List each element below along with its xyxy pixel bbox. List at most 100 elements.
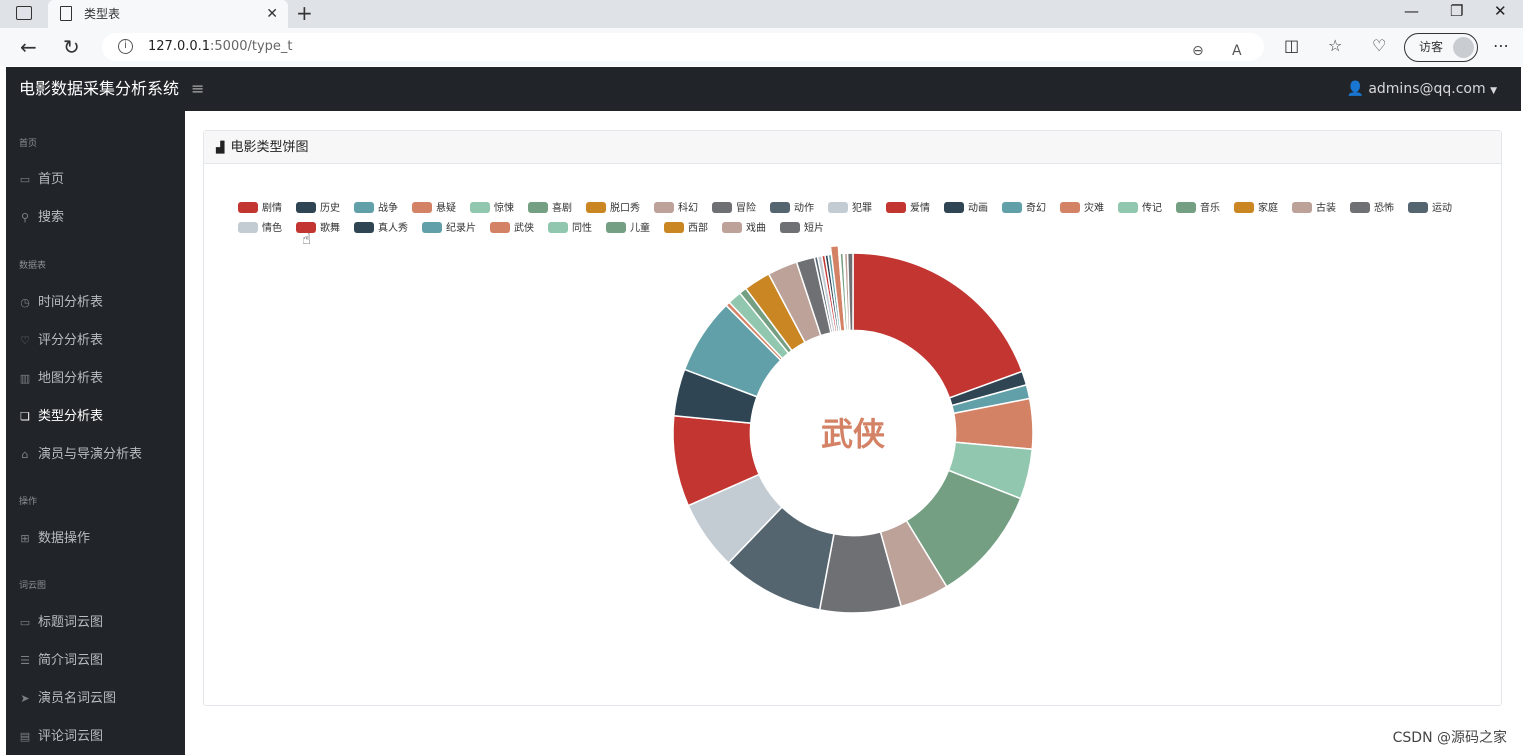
legend-item[interactable]: 家庭	[1234, 202, 1278, 216]
close-tab-icon[interactable]: ✕	[266, 6, 278, 22]
watermark: CSDN @源码之家	[1392, 730, 1507, 746]
legend-item[interactable]: 音乐	[1176, 202, 1220, 216]
sidebar-item-title-cloud[interactable]: ▭ 标题词云图	[18, 611, 103, 630]
info-icon[interactable]: i	[118, 39, 133, 54]
legend-item[interactable]: 悬疑	[412, 202, 456, 216]
sidebar-item-summary-cloud[interactable]: ☰ 简介词云图	[18, 649, 103, 668]
legend-item[interactable]: 纪录片	[422, 222, 476, 236]
legend-item[interactable]: 战争	[354, 202, 398, 216]
table-icon: ⊞	[20, 532, 30, 545]
sidebar-item-rating[interactable]: ♡ 评分分析表	[18, 329, 103, 348]
legend-item[interactable]: 情色	[238, 222, 282, 236]
legend-item[interactable]: 同性	[548, 222, 592, 236]
legend-swatch	[770, 202, 790, 213]
legend-item[interactable]: 恐怖	[1350, 202, 1394, 216]
brand-title[interactable]: 电影数据采集分析系统	[19, 79, 180, 98]
pie-slice[interactable]	[846, 252, 854, 332]
sidebar-item-comment-cloud[interactable]: ▤ 评论词云图	[18, 725, 103, 744]
browser-tab[interactable]: 类型表 ✕	[48, 0, 288, 28]
legend-label: 纪录片	[446, 223, 476, 234]
pie-slice[interactable]	[852, 252, 1024, 399]
legend-label: 短片	[804, 223, 824, 234]
legend-label: 同性	[572, 223, 592, 234]
sidebar-item-search[interactable]: ⚲ 搜索	[18, 206, 64, 225]
legend-item[interactable]: 动作	[770, 202, 814, 216]
legend-item[interactable]: 儿童	[606, 222, 650, 236]
sidebar-item-home[interactable]: ▭ 首页	[18, 168, 64, 187]
sidebar-item-time[interactable]: ◷ 时间分析表	[18, 291, 103, 310]
legend-swatch	[1408, 202, 1428, 213]
sidebar-item-label: 标题词云图	[38, 615, 104, 630]
legend-item[interactable]: 犯罪	[828, 202, 872, 216]
legend-label: 战争	[378, 203, 398, 214]
sidebar-item-label: 评论词云图	[38, 729, 104, 744]
legend-item[interactable]: 运动	[1408, 202, 1452, 216]
legend-item[interactable]: 历史	[296, 202, 340, 216]
url-field[interactable]: i 127.0.0.1:5000/type_t ⊖ A	[102, 33, 1264, 61]
legend-item[interactable]: 惊悚	[470, 202, 514, 216]
split-screen-icon[interactable]: ◫	[1284, 36, 1300, 55]
more-icon[interactable]: ⋯	[1493, 36, 1509, 55]
hand-cursor-icon: ☝	[302, 230, 312, 248]
restore-icon[interactable]: ❐	[1450, 2, 1464, 20]
legend-item[interactable]: 武侠	[490, 222, 534, 236]
legend-item[interactable]: 剧情	[238, 202, 282, 216]
legend-label: 传记	[1142, 203, 1162, 214]
legend-item[interactable]: 真人秀	[354, 222, 408, 236]
legend-label: 运动	[1432, 203, 1452, 214]
new-tab-icon[interactable]: +	[296, 1, 313, 25]
minimize-icon[interactable]: —	[1404, 2, 1419, 20]
legend-item[interactable]: 科幻	[654, 202, 698, 216]
legend-swatch	[828, 202, 848, 213]
legend-item[interactable]: 歌舞	[296, 222, 340, 236]
legend-item[interactable]: 戏曲	[722, 222, 766, 236]
window-close-icon[interactable]: ✕	[1494, 2, 1507, 20]
legend-item[interactable]: 西部	[664, 222, 708, 236]
refresh-icon[interactable]: ↻	[63, 35, 80, 59]
legend-label: 科幻	[678, 203, 698, 214]
legend-label: 戏曲	[746, 223, 766, 234]
sidebar-item-actor-director[interactable]: ⌂ 演员与导演分析表	[18, 443, 143, 462]
profile-button[interactable]: 访客	[1404, 33, 1478, 62]
favorites-icon[interactable]: ☆	[1328, 36, 1343, 55]
legend-label: 冒险	[736, 203, 756, 214]
menu-toggle-icon[interactable]: ≡	[191, 79, 205, 98]
sidebar-item-map[interactable]: ▥ 地图分析表	[18, 367, 103, 386]
legend-label: 剧情	[262, 203, 282, 214]
legend-swatch	[1118, 202, 1138, 213]
legend-label: 奇幻	[1026, 203, 1046, 214]
read-aloud-icon[interactable]: A	[1232, 43, 1242, 59]
legend-swatch	[412, 202, 432, 213]
legend-swatch	[548, 222, 568, 233]
tab-title: 类型表	[84, 7, 121, 21]
zoom-icon[interactable]: ⊖	[1192, 43, 1204, 59]
address-bar: ← ↻ i 127.0.0.1:5000/type_t ⊖ A ◫ ☆ ♡ 访客…	[0, 28, 1523, 66]
url-host: 127.0.0.1	[148, 39, 211, 54]
legend-item[interactable]: 喜剧	[528, 202, 572, 216]
sidebar-item-type[interactable]: ❏ 类型分析表	[18, 405, 103, 424]
legend-item[interactable]: 奇幻	[1002, 202, 1046, 216]
legend-label: 动作	[794, 203, 814, 214]
legend-item[interactable]: 传记	[1118, 202, 1162, 216]
legend-item[interactable]: 古装	[1292, 202, 1336, 216]
legend-item[interactable]: 爱情	[886, 202, 930, 216]
sidebar: 首页 ▭ 首页 ⚲ 搜索 数据表 ◷ 时间分析表 ♡ 评分分析表 ▥ 地图分析表 ❏ 类型分…	[6, 111, 185, 755]
legend-item[interactable]: 脱口秀	[586, 202, 640, 216]
sidebar-toggle-icon[interactable]	[16, 6, 32, 20]
url-path: :5000/type_t	[210, 39, 293, 54]
legend-swatch	[664, 222, 684, 233]
legend-item[interactable]: 灾难	[1060, 202, 1104, 216]
legend-label: 犯罪	[852, 203, 872, 214]
sidebar-item-data-ops[interactable]: ⊞ 数据操作	[18, 527, 90, 546]
back-icon[interactable]: ←	[20, 35, 37, 59]
sidebar-item-actor-cloud[interactable]: ➤ 演员名词云图	[18, 687, 116, 706]
legend-item[interactable]: 短片	[780, 222, 824, 236]
legend-item[interactable]: 动画	[944, 202, 988, 216]
legend-label: 武侠	[514, 223, 534, 234]
legend-label: 家庭	[1258, 203, 1278, 214]
health-icon[interactable]: ♡	[1372, 36, 1387, 55]
user-menu[interactable]: 👤 admins@qq.com ▼	[1346, 67, 1497, 113]
sidebar-item-label: 评分分析表	[38, 333, 104, 348]
legend-item[interactable]: 冒险	[712, 202, 756, 216]
sidebar-section-title: 数据表	[19, 261, 47, 271]
